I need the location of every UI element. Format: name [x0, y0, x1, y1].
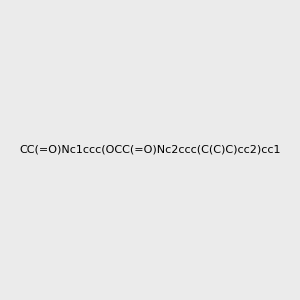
Text: CC(=O)Nc1ccc(OCC(=O)Nc2ccc(C(C)C)cc2)cc1: CC(=O)Nc1ccc(OCC(=O)Nc2ccc(C(C)C)cc2)cc1 — [19, 145, 281, 155]
